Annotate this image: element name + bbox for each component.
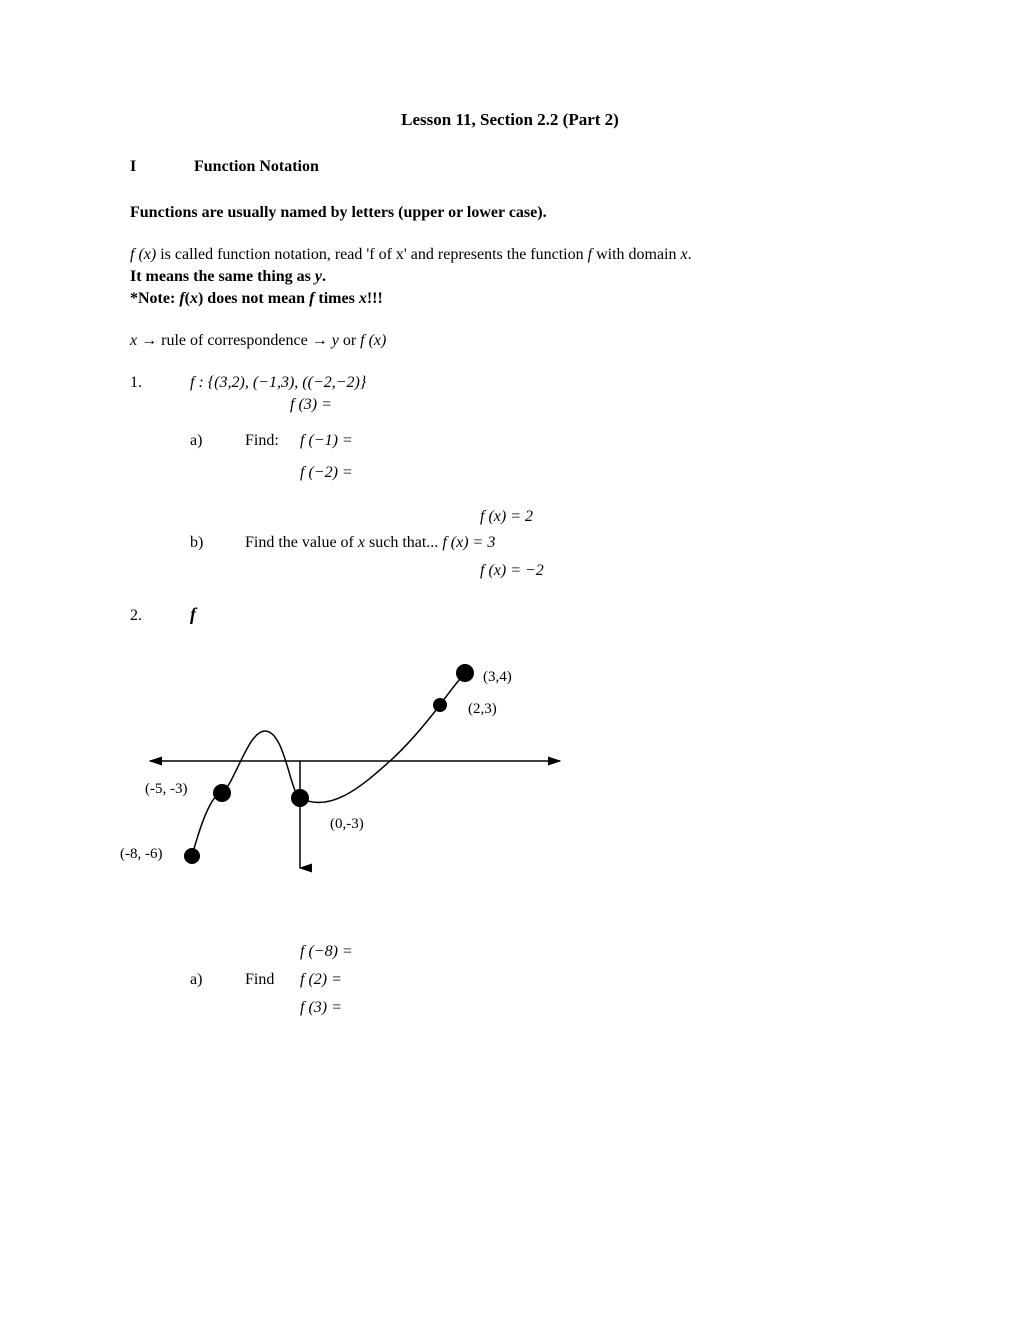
q2a-row: a) Find f (2) = <box>130 971 890 989</box>
corr-x: x <box>130 332 137 349</box>
graph-point-label: (-5, -3) <box>145 781 187 797</box>
correspondence-line: x → rule of correspondence → y or f (x) <box>130 332 890 350</box>
graph-point-label: (3,4) <box>483 669 512 685</box>
fn-f: f <box>588 246 596 263</box>
q2-graph: (3,4)(2,3)(0,-3)(-5, -3)(-8, -6) <box>130 643 890 903</box>
function-curve <box>192 673 465 856</box>
corr-fx: f (x) <box>360 332 386 349</box>
means-end: . <box>322 268 326 285</box>
fn-fx: f (x) <box>130 246 156 263</box>
corr-y: y <box>332 332 339 349</box>
q1b-row: b) Find the value of x such that... f (x… <box>130 534 890 552</box>
note-mid: does not mean <box>203 290 309 307</box>
q1-set: f : {(3,2), (−1,3), ((−2,−2)} <box>190 374 366 392</box>
fn-x: x <box>681 246 688 263</box>
graph-point <box>433 698 447 712</box>
note-end: !!! <box>367 290 383 307</box>
q2a-f3: f (3) = <box>300 999 890 1017</box>
fn-end: . <box>688 246 692 263</box>
arrow-icon: → <box>312 332 328 349</box>
page-title: Lesson 11, Section 2.2 (Part 2) <box>130 110 890 130</box>
note-pre: *Note: <box>130 290 179 307</box>
q1b-fx3: f (x) = 3 <box>442 534 495 551</box>
q1b-label: b) <box>190 534 245 552</box>
q1-f3: f (3) = <box>290 396 890 414</box>
q2-f-label: f <box>190 604 196 625</box>
q1-fx2: f (x) = 2 <box>480 508 890 526</box>
fn-mid2: with domain <box>596 246 680 263</box>
section-heading: I Function Notation <box>130 158 890 176</box>
q1a-fneg2: f (−2) = <box>300 464 890 482</box>
q1a-label: a) <box>190 432 245 450</box>
corr-rule: rule of correspondence <box>161 332 312 349</box>
q1a-find: Find: <box>245 432 300 450</box>
q2-number: 2. <box>130 607 190 625</box>
q2a-f2: f (2) = <box>300 971 342 989</box>
q2a-find: Find <box>245 971 300 989</box>
q1-row: 1. f : {(3,2), (−1,3), ((−2,−2)} <box>130 374 890 392</box>
graph-point <box>213 784 231 802</box>
section-roman: I <box>130 158 190 176</box>
q1b-x: x <box>358 534 365 551</box>
graph-point <box>291 789 309 807</box>
arrow-icon: → <box>141 332 157 349</box>
q1-fxneg2: f (x) = −2 <box>480 562 890 580</box>
corr-or: or <box>343 332 360 349</box>
means-same-line: It means the same thing as y. <box>130 268 890 286</box>
note-line: *Note: f(x) does not mean f times x!!! <box>130 290 890 308</box>
q1-number: 1. <box>130 374 190 392</box>
note-x: x <box>190 290 198 307</box>
q1a-fneg1: f (−1) = <box>300 432 353 450</box>
means-pre: It means the same thing as <box>130 268 315 285</box>
q2-fneg8: f (−8) = <box>300 943 890 961</box>
q1a-row: a) Find: f (−1) = <box>130 432 890 450</box>
note-times: times <box>314 290 358 307</box>
fn-notation-para: f (x) is called function notation, read … <box>130 246 890 264</box>
q2-row: 2. f <box>130 604 890 625</box>
q2a-label: a) <box>190 971 245 989</box>
q1b-text: Find the value of x such that... f (x) =… <box>245 534 495 552</box>
note-x2: x <box>359 290 367 307</box>
fn-mid: is called function notation, read 'f of … <box>156 246 587 263</box>
section-title: Function Notation <box>194 158 319 175</box>
graph-point-label: (0,-3) <box>330 816 364 832</box>
graph-point <box>184 848 200 864</box>
intro-line: Functions are usually named by letters (… <box>130 204 890 222</box>
means-y: y <box>315 268 322 285</box>
graph-point-label: (-8, -6) <box>120 846 162 862</box>
graph-point-label: (2,3) <box>468 701 497 717</box>
q1b-post: such that... <box>365 534 442 551</box>
q1b-pre: Find the value of <box>245 534 358 551</box>
graph-point <box>456 664 474 682</box>
